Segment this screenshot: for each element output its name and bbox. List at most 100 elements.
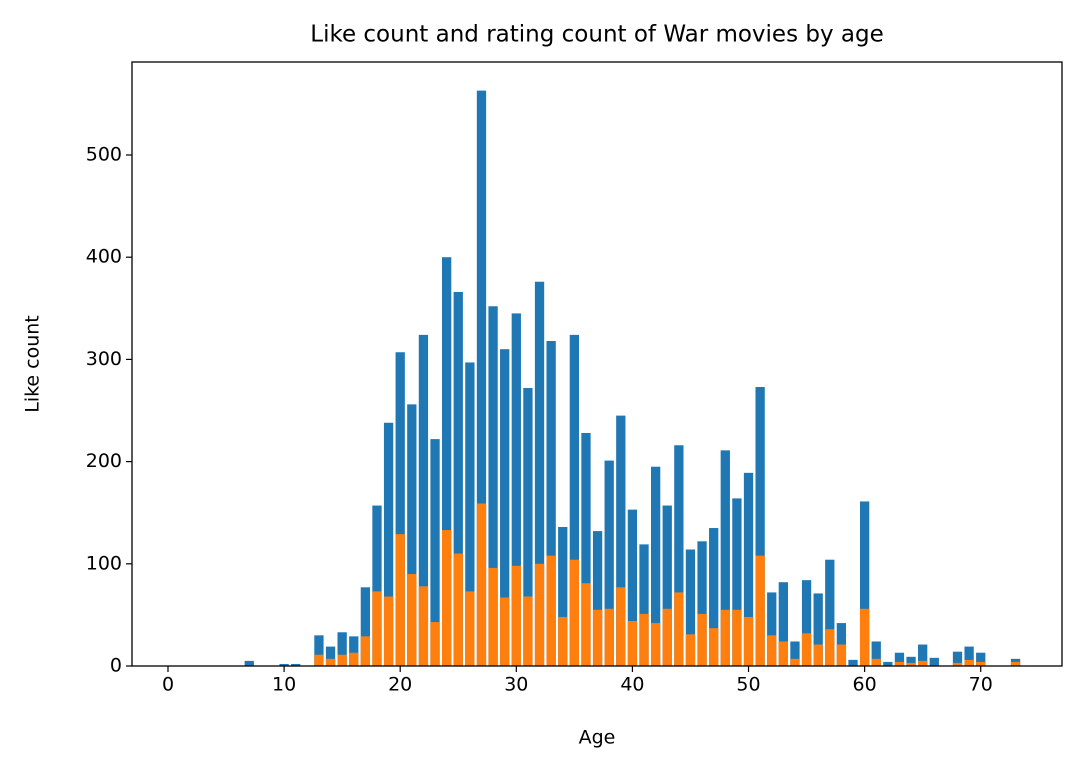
bar [662,608,672,666]
bar [674,592,684,666]
y-tick-label: 100 [86,552,122,574]
bar [639,544,649,666]
y-tick-label: 0 [110,655,122,677]
bar [976,661,986,666]
bar [952,651,963,666]
bar [523,596,533,666]
x-tick-label: 60 [853,674,877,696]
bar [720,450,730,666]
bar [859,608,870,666]
x-tick-label: 30 [504,674,528,696]
x-tick-label: 20 [388,674,412,696]
x-tick-label: 40 [620,674,644,696]
bar [592,531,603,666]
bar [418,586,429,666]
bar [291,663,301,666]
bar [755,555,765,666]
bar [534,281,545,666]
bar [871,641,881,666]
bar [604,608,614,666]
bar [778,641,788,666]
bar [383,422,394,666]
bar [360,587,371,666]
x-axis-label: Age [579,727,616,749]
plot-area [244,90,1021,666]
bar [453,553,463,666]
bar [383,596,394,666]
bar [790,641,800,666]
bar [592,609,603,666]
bar [1010,661,1021,666]
y-tick-label: 300 [86,348,122,370]
bar [894,652,905,666]
bar [685,549,696,666]
bar [500,349,510,666]
x-tick-label: 10 [272,674,296,696]
bar [743,472,754,666]
bar [314,635,324,666]
bar [883,661,893,666]
y-tick-label: 200 [86,450,122,472]
bar [732,609,742,666]
bar [511,565,521,666]
bar [674,445,684,666]
bar [500,597,510,666]
bar [569,334,580,666]
bar [720,609,730,666]
bar [685,634,696,666]
bar [801,580,812,666]
plot-frame [131,61,1063,667]
bar [801,633,812,666]
bar [709,628,719,666]
bar [325,646,336,666]
bar [337,632,347,666]
bar [952,662,963,666]
bar [558,527,568,666]
bar [616,415,626,666]
bar [523,388,533,666]
bar [894,661,905,666]
bar [825,629,835,666]
bar [767,635,777,666]
bar [395,534,405,666]
bar [848,659,858,666]
bar [511,313,521,666]
y-axis-label: Like count [22,315,44,413]
bar [871,658,881,666]
bar [918,660,928,666]
bar [918,644,928,666]
bar [790,658,800,666]
bar [465,362,475,666]
bar [697,541,707,666]
bar [604,460,614,666]
bar [430,439,440,666]
bar [581,583,591,666]
bar [732,498,742,666]
bar [662,505,672,666]
bar [964,659,974,666]
bar [442,257,452,666]
bar [476,503,487,666]
bar [395,352,405,666]
bar [488,306,498,666]
bar [442,530,452,666]
bar [558,616,568,666]
x-tick-label: 50 [736,674,760,696]
bar [569,559,580,666]
bar [906,662,916,666]
bar [709,528,719,666]
bar [325,658,336,666]
bar [453,291,463,666]
bar [372,505,382,666]
bar [836,644,847,666]
bar [349,636,359,666]
bar [976,652,986,666]
bar [859,501,870,666]
bar [813,593,823,666]
bar [418,334,429,666]
y-tick-label: 500 [86,144,122,166]
bar [627,509,638,666]
bar [465,591,475,666]
bar [813,644,823,666]
